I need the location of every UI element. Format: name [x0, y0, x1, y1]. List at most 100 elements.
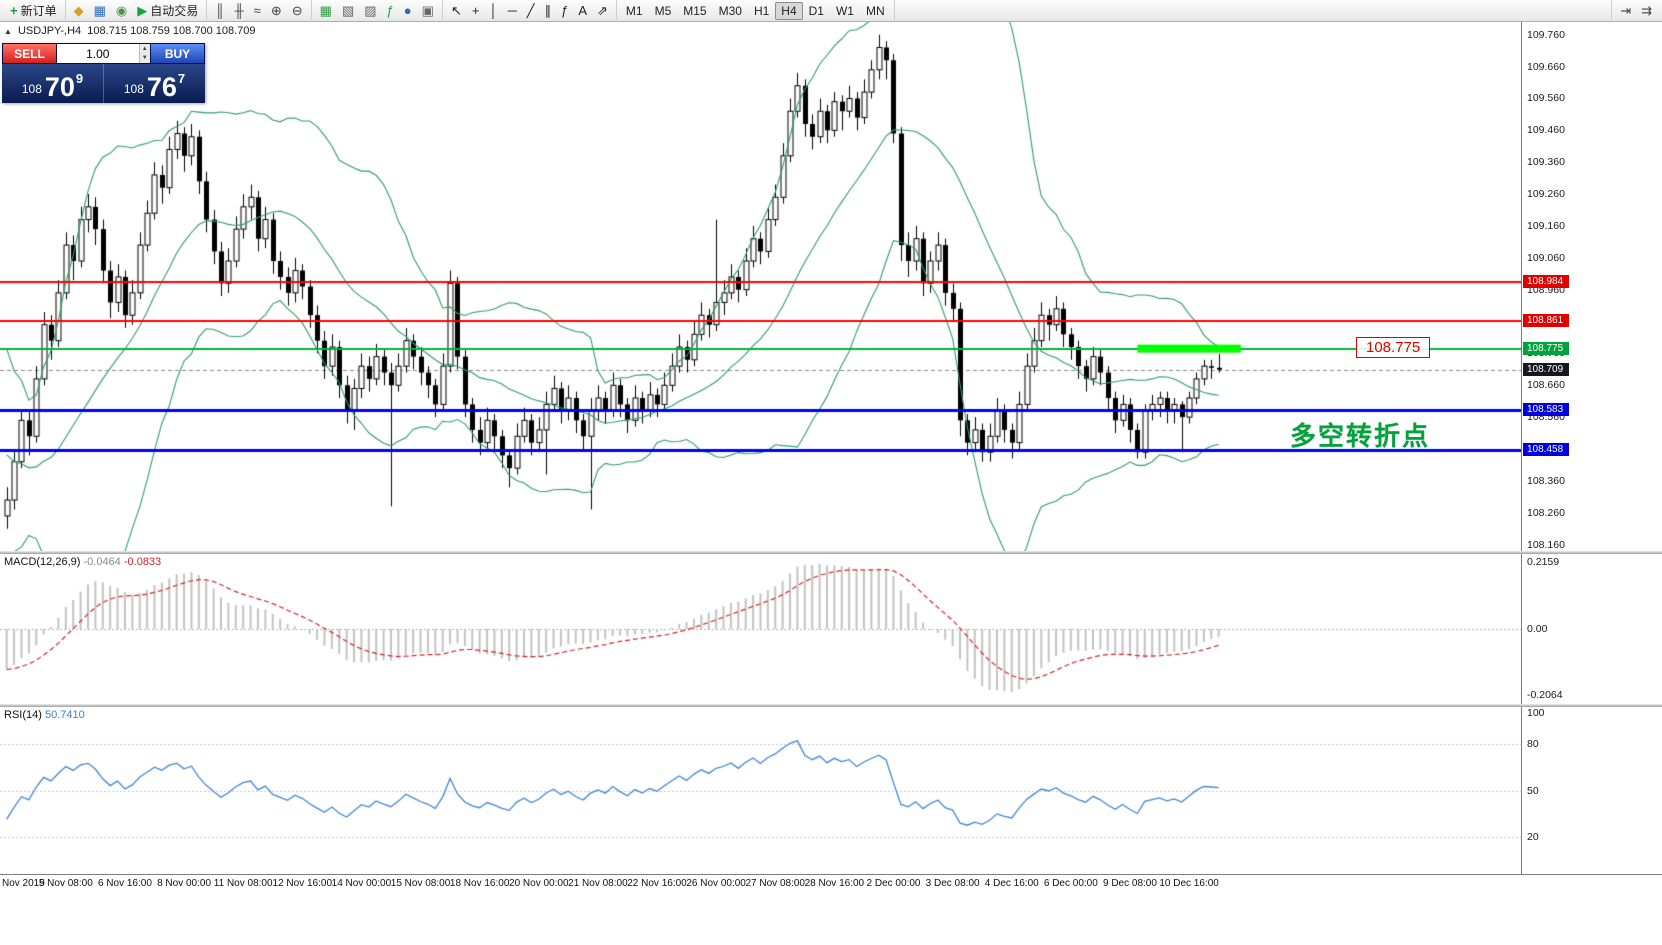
crosshair-tool-button[interactable]: +: [467, 1, 485, 20]
zoom-in-icon: ⊕: [270, 3, 282, 18]
cursor-tool-icon: ↖: [450, 3, 462, 18]
rsi-canvas[interactable]: [0, 707, 1521, 874]
price-axis-label: 109.160: [1527, 219, 1565, 232]
macd-canvas[interactable]: [0, 554, 1521, 704]
auto-scroll-button[interactable]: ⇉: [1636, 1, 1657, 20]
new-order-button[interactable]: + 新订单: [5, 1, 62, 20]
main-chart-canvas[interactable]: [0, 22, 1521, 551]
data-window-button[interactable]: ▦: [89, 1, 111, 20]
time-axis-label: 26 Nov 00:00: [686, 878, 746, 889]
time-axis-label: 9 Dec 08:00: [1103, 878, 1157, 889]
rsi-axis[interactable]: 100 80 50 20: [1521, 707, 1662, 874]
auto-trading-button[interactable]: ▶ 自动交易: [132, 1, 203, 20]
timeframe-w1-label: W1: [835, 3, 854, 18]
main-chart-pane: ▲ USDJPY-,H4 108.715 108.759 108.700 108…: [0, 22, 1662, 551]
timeframe-m15-label: M15: [683, 3, 707, 18]
auto-scroll-icon: ⇉: [1641, 3, 1652, 18]
time-axis[interactable]: Nov 2019 5 Nov 08:00 6 Nov 16:00 8 Nov 00:0…: [0, 874, 1662, 893]
macd-splitter[interactable]: [0, 551, 1662, 554]
price-tag: 108.458: [1523, 442, 1569, 456]
chart-shift-button[interactable]: ⇥: [1615, 1, 1636, 20]
channel-tool-icon: ∥: [544, 3, 552, 18]
buy-price-point: 7: [177, 71, 186, 86]
macd-axis-label: 0.2159: [1527, 556, 1560, 568]
time-axis-label: 12 Nov 16:00: [272, 878, 333, 889]
text-tool-button[interactable]: A: [573, 1, 592, 20]
rsi-name: RSI(14): [4, 709, 42, 721]
price-axis-label: 109.560: [1527, 92, 1565, 105]
indicators-button[interactable]: ƒ: [382, 1, 399, 20]
chart-symbol-period: USDJPY-,H4: [17, 25, 82, 37]
zoom-out-button[interactable]: ⊖: [287, 1, 308, 20]
timeframe-d1-label: D1: [808, 3, 824, 18]
time-axis-label: Nov 2019: [2, 878, 45, 889]
price-level-callout[interactable]: 108.775: [1356, 337, 1431, 358]
price-axis-label: 109.260: [1527, 188, 1565, 201]
timeframe-mn[interactable]: MN: [860, 2, 891, 20]
market-watch-icon: ◆: [73, 3, 84, 18]
fibonacci-tool-button[interactable]: ƒ: [556, 1, 573, 20]
tile-windows-button[interactable]: ▦: [315, 1, 337, 20]
cascade-windows-button[interactable]: ▧: [337, 1, 359, 20]
arrows-tool-button[interactable]: ⇗: [592, 1, 613, 20]
timeframe-h1[interactable]: H1: [748, 2, 775, 20]
price-tag: 108.984: [1523, 275, 1569, 289]
time-axis-label: 6 Nov 16:00: [97, 878, 152, 889]
macd-axis[interactable]: 0.2159 0.00 -0.2064: [1521, 554, 1662, 704]
timeframe-w1[interactable]: W1: [830, 2, 860, 20]
bar-chart-icon: ║: [215, 3, 225, 18]
zoom-in-button[interactable]: ⊕: [266, 1, 287, 20]
channel-tool-button[interactable]: ∥: [540, 1, 557, 20]
time-axis-label: 28 Nov 16:00: [804, 878, 865, 889]
time-axis-label: 6 Dec 00:00: [1043, 878, 1098, 889]
price-tag: 108.861: [1523, 314, 1569, 328]
timeframe-h1-label: H1: [753, 3, 770, 18]
candlestick-chart-icon: ╫: [234, 3, 244, 18]
fibonacci-tool-icon: ƒ: [561, 3, 569, 18]
price-axis-label: 108.360: [1527, 474, 1565, 487]
timeframe-d1[interactable]: D1: [803, 2, 830, 20]
vertical-line-tool-button[interactable]: │: [484, 1, 502, 20]
window-group: ▦ ▧ ▨ ƒ ● ▣: [312, 0, 443, 22]
periods-button[interactable]: ●: [399, 1, 417, 20]
time-axis-label: 14 Nov 00:00: [331, 878, 392, 889]
lot-increase-button[interactable]: ▲: [139, 44, 150, 54]
timeframe-m30[interactable]: M30: [713, 2, 748, 20]
buy-button[interactable]: BUY: [150, 43, 205, 64]
cursor-tool-button[interactable]: ↖: [446, 1, 467, 20]
navigator-button[interactable]: ◉: [111, 1, 132, 20]
text-tool-icon: A: [578, 3, 588, 18]
sell-button[interactable]: SELL: [2, 43, 57, 64]
lot-size-input[interactable]: [57, 44, 139, 63]
one-click-trade-panel: SELL ▲ ▼ BUY 108 70 9 108 76 7: [2, 43, 205, 103]
trendline-tool-button[interactable]: ╱: [522, 1, 540, 20]
time-axis-label: 27 Nov 08:00: [745, 878, 806, 889]
timeframe-m1[interactable]: M1: [620, 2, 649, 20]
timeframe-mn-label: MN: [865, 3, 885, 18]
horizontal-line-tool-icon: ─: [507, 3, 517, 18]
price-axis-label: 109.360: [1527, 156, 1565, 169]
templates-button[interactable]: ▣: [417, 1, 439, 20]
new-order-button-label: 新订单: [20, 4, 57, 18]
sell-price-display[interactable]: 108 70 9: [2, 64, 104, 103]
line-chart-button[interactable]: ≈: [249, 1, 266, 20]
main-price-axis[interactable]: 109.760 109.660 109.560 109.460 109.360 109.2…: [1521, 22, 1662, 551]
timeframe-h4-label: H4: [781, 3, 797, 18]
arrange-windows-button[interactable]: ▨: [359, 1, 381, 20]
chart-collapse-icon[interactable]: ▲: [4, 27, 12, 36]
timeframe-m5[interactable]: M5: [649, 2, 678, 20]
bar-chart-button[interactable]: ║: [210, 1, 229, 20]
timeframe-m15[interactable]: M15: [677, 2, 712, 20]
panels-group: ◆ ▦ ◉ ▶ 自动交易: [66, 0, 208, 22]
horizontal-line-tool-button[interactable]: ─: [503, 1, 522, 20]
rsi-splitter[interactable]: [0, 704, 1662, 707]
draw-tools-group: ↖ + │ ─ ╱ ∥ ƒ A ⇗: [443, 0, 617, 22]
timeframe-h4[interactable]: H4: [775, 1, 803, 20]
chart-title: ▲ USDJPY-,H4 108.715 108.759 108.700 108…: [4, 25, 256, 37]
market-watch-button[interactable]: ◆: [69, 1, 89, 20]
price-axis-label: 108.660: [1527, 379, 1565, 392]
buy-price-display[interactable]: 108 76 7: [104, 64, 205, 103]
lot-decrease-button[interactable]: ▼: [139, 53, 150, 63]
candlestick-chart-button[interactable]: ╫: [229, 1, 248, 20]
vertical-line-tool-icon: │: [489, 3, 498, 18]
